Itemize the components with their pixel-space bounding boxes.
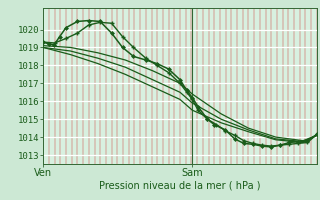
X-axis label: Pression niveau de la mer ( hPa ): Pression niveau de la mer ( hPa ) [99,181,261,191]
